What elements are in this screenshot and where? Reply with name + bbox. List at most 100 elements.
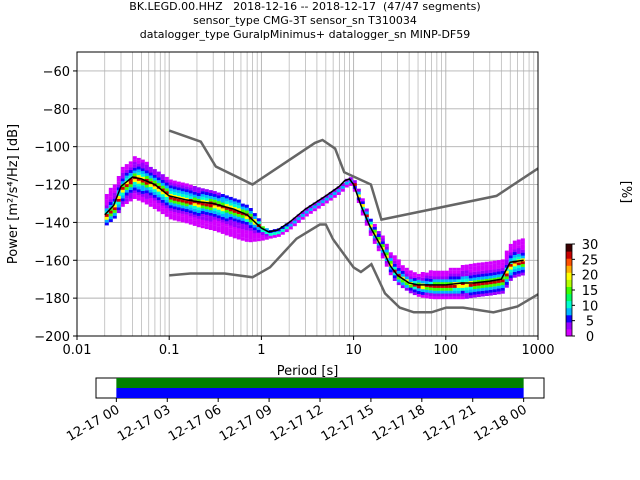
density-cell bbox=[472, 291, 477, 295]
density-cell bbox=[496, 285, 501, 289]
density-cell bbox=[140, 185, 145, 189]
density-cell bbox=[200, 202, 205, 206]
density-cell bbox=[404, 273, 409, 277]
density-cell bbox=[488, 272, 493, 276]
density-cell bbox=[312, 202, 317, 206]
density-cell bbox=[156, 197, 161, 201]
density-cell bbox=[520, 255, 525, 259]
density-cell bbox=[172, 211, 177, 215]
density-cell bbox=[436, 279, 441, 283]
density-cell bbox=[232, 232, 237, 236]
density-cell bbox=[448, 282, 453, 285]
density-cell bbox=[332, 194, 337, 198]
timeline-tick-label: 12-18 00 bbox=[472, 402, 530, 444]
density-cell bbox=[456, 267, 461, 271]
density-cell bbox=[188, 184, 193, 188]
density-cell bbox=[508, 269, 513, 273]
density-cell bbox=[184, 209, 189, 212]
density-cell bbox=[104, 216, 109, 220]
density-cell bbox=[492, 292, 497, 295]
density-cell bbox=[148, 195, 153, 199]
density-cell bbox=[152, 169, 157, 173]
density-cell bbox=[148, 172, 153, 176]
density-cell bbox=[436, 276, 441, 280]
density-cell bbox=[224, 201, 229, 205]
timeline-tick-label: 12-17 03 bbox=[115, 402, 173, 444]
density-cell bbox=[200, 219, 205, 223]
density-cell bbox=[384, 255, 389, 259]
colorbar-tick-label: 15 bbox=[582, 284, 599, 299]
density-cell bbox=[156, 205, 161, 209]
density-cell bbox=[264, 231, 269, 234]
density-cell bbox=[392, 272, 397, 276]
density-cell bbox=[404, 282, 409, 285]
density-cell bbox=[424, 286, 429, 290]
density-cell bbox=[224, 218, 229, 222]
density-cell bbox=[280, 228, 285, 232]
density-cell bbox=[248, 213, 253, 217]
density-cell bbox=[308, 207, 313, 211]
density-cell bbox=[504, 259, 509, 263]
density-cell bbox=[220, 196, 225, 200]
density-cell bbox=[204, 194, 209, 198]
density-cell bbox=[144, 198, 149, 202]
colorbar-segment bbox=[566, 251, 572, 259]
density-cell bbox=[520, 244, 525, 248]
density-cell bbox=[508, 246, 513, 250]
density-cell bbox=[212, 213, 217, 217]
density-cell bbox=[500, 270, 505, 274]
density-cell bbox=[288, 220, 293, 224]
density-cell bbox=[408, 290, 413, 294]
density-cell bbox=[372, 226, 377, 230]
density-cell bbox=[492, 272, 497, 276]
density-cell bbox=[224, 232, 229, 236]
density-cell bbox=[180, 188, 185, 192]
density-cell bbox=[500, 287, 505, 291]
density-cell bbox=[116, 207, 121, 211]
density-cell bbox=[236, 205, 241, 209]
y-tick-label: −100 bbox=[34, 141, 70, 156]
density-cell bbox=[200, 222, 205, 226]
density-cell bbox=[160, 174, 165, 178]
density-cell bbox=[156, 202, 161, 206]
density-cell bbox=[112, 195, 117, 199]
density-cell bbox=[188, 210, 193, 214]
density-cell bbox=[120, 169, 125, 173]
density-cell bbox=[476, 274, 481, 278]
density-cell bbox=[256, 235, 261, 239]
density-cell bbox=[384, 260, 389, 264]
density-cell bbox=[320, 203, 325, 206]
density-cell bbox=[104, 205, 109, 209]
density-cell bbox=[220, 230, 225, 234]
density-cell bbox=[340, 183, 345, 186]
density-cell bbox=[472, 288, 477, 292]
density-cell bbox=[472, 294, 477, 298]
density-cell bbox=[356, 194, 361, 198]
density-cell bbox=[164, 191, 169, 195]
density-cell bbox=[160, 199, 165, 203]
density-cell bbox=[416, 288, 421, 292]
density-cell bbox=[116, 210, 121, 214]
density-cell bbox=[452, 279, 457, 283]
density-cell bbox=[192, 197, 197, 201]
density-cell bbox=[504, 281, 509, 285]
density-cell bbox=[224, 221, 229, 224]
density-cell bbox=[136, 166, 141, 170]
density-cell bbox=[312, 208, 317, 212]
density-cell bbox=[192, 203, 197, 206]
density-cell bbox=[216, 192, 221, 196]
density-cell bbox=[448, 279, 453, 283]
density-cell bbox=[244, 218, 249, 222]
density-cell bbox=[456, 273, 461, 277]
density-cell bbox=[208, 227, 213, 230]
density-cell bbox=[228, 196, 233, 200]
density-cell bbox=[220, 213, 225, 217]
density-cell bbox=[376, 245, 381, 249]
density-cell bbox=[384, 249, 389, 253]
colorbar-tick-label: 0 bbox=[586, 330, 594, 345]
density-cell bbox=[432, 276, 437, 280]
density-cell bbox=[484, 287, 489, 291]
density-cell bbox=[172, 186, 177, 190]
density-cell bbox=[428, 270, 433, 274]
density-cell bbox=[436, 290, 441, 294]
